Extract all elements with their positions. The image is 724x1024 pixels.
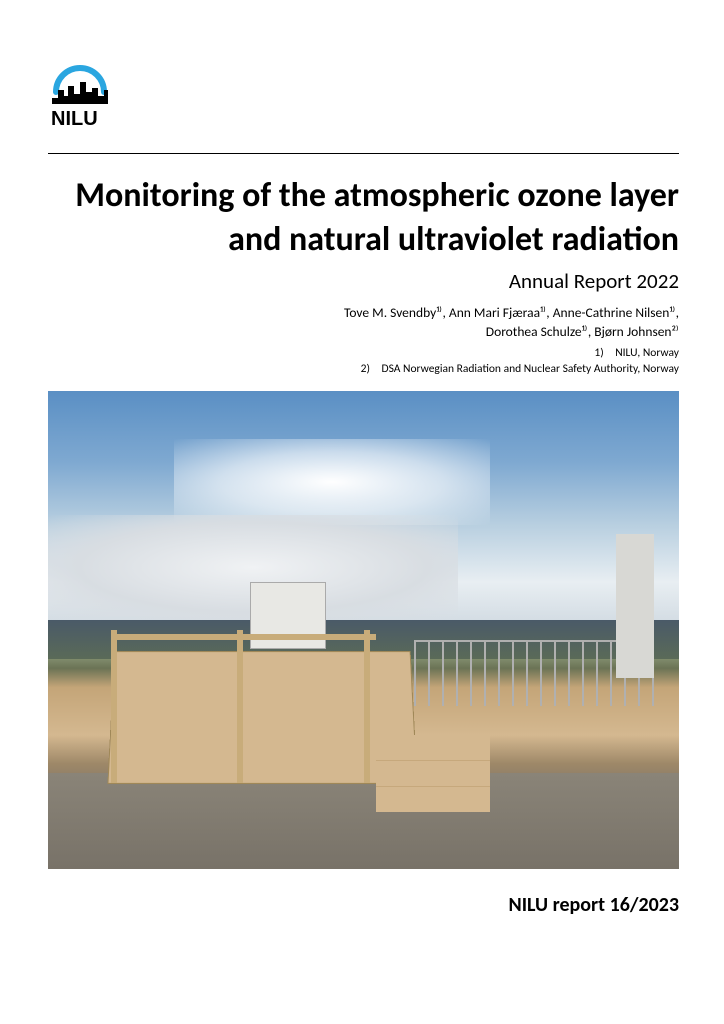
railing-shape	[364, 630, 370, 783]
authors-line: Tove M. Svendby¹⁾, Ann Mari Fjæraa¹⁾, An…	[48, 304, 679, 322]
authors-line: Dorothea Schulze¹⁾, Bjørn Johnsen²⁾	[48, 323, 679, 341]
cover-photo	[48, 391, 679, 869]
cloud-shape	[174, 439, 490, 525]
svg-text:NILU: NILU	[51, 108, 98, 130]
nilu-logo: NILU	[48, 60, 679, 135]
header-divider	[48, 153, 679, 154]
ground-shape	[48, 773, 679, 869]
affiliation: 2) DSA Norwegian Radiation and Nuclear S…	[48, 361, 679, 377]
authors-block: Tove M. Svendby¹⁾, Ann Mari Fjæraa¹⁾, An…	[48, 304, 679, 340]
report-cover-page: NILU Monitoring of the atmospheric ozone…	[0, 0, 724, 957]
platform-shape	[107, 651, 417, 784]
steps-shape	[376, 735, 490, 811]
report-title: Monitoring of the atmospheric ozone laye…	[48, 174, 679, 262]
report-id: NILU report 16/2023	[48, 893, 679, 917]
nilu-logo-icon: NILU	[48, 60, 120, 130]
railing-shape	[237, 630, 243, 783]
railing-shape	[111, 630, 117, 783]
instrument-shape	[616, 534, 654, 677]
report-subtitle: Annual Report 2022	[48, 268, 679, 294]
railing-shape	[111, 634, 376, 640]
affiliation: 1) NILU, Norway	[48, 345, 679, 361]
affiliations-block: 1) NILU, Norway 2) DSA Norwegian Radiati…	[48, 345, 679, 377]
